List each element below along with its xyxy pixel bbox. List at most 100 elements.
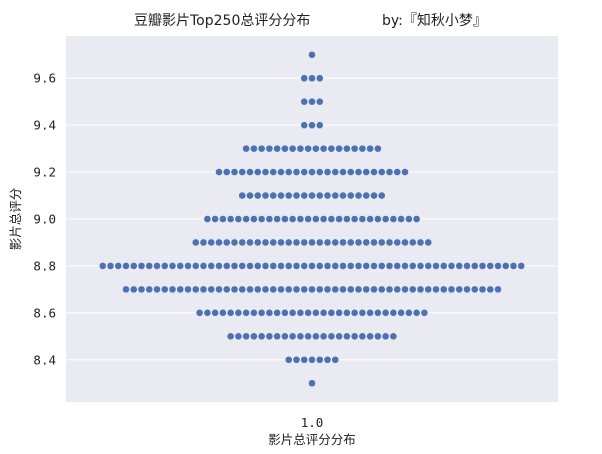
data-point (238, 239, 246, 246)
data-point (258, 309, 265, 317)
data-point (308, 356, 316, 364)
data-point (347, 262, 355, 270)
data-point (432, 286, 440, 293)
x-tick-labels: 1.0 (301, 415, 324, 430)
data-point (339, 286, 347, 293)
data-point (289, 333, 296, 340)
data-point (215, 239, 223, 246)
data-point (320, 145, 327, 152)
data-point (366, 145, 374, 152)
data-point (393, 262, 401, 270)
data-point (339, 192, 347, 199)
data-point (281, 309, 289, 317)
data-point (494, 286, 502, 293)
data-point (138, 286, 145, 293)
data-point (390, 309, 397, 317)
data-point (312, 309, 320, 317)
data-point (308, 168, 316, 176)
data-point (359, 145, 366, 152)
data-point (331, 262, 339, 270)
data-point (145, 286, 153, 293)
data-point (235, 333, 242, 340)
data-point (231, 262, 238, 270)
data-point (250, 145, 258, 152)
data-point (316, 239, 324, 246)
data-point (215, 262, 223, 270)
data-point (382, 333, 389, 340)
data-point (471, 262, 479, 270)
data-point (308, 192, 316, 199)
data-point (122, 286, 130, 293)
data-point (297, 309, 304, 317)
data-point (347, 239, 355, 246)
data-point (266, 145, 273, 152)
data-point (463, 286, 471, 293)
data-point (355, 192, 362, 199)
data-point (293, 286, 300, 293)
chart-title: 豆瓣影片Top250总评分分布 (134, 13, 310, 29)
data-point (300, 168, 308, 176)
data-point (262, 239, 269, 246)
data-point (401, 262, 409, 270)
data-point (250, 309, 258, 317)
data-point (455, 286, 463, 293)
data-point (308, 121, 316, 129)
data-point (355, 239, 362, 246)
data-point (246, 168, 254, 176)
data-point (300, 98, 308, 105)
data-point (145, 262, 153, 270)
data-point (324, 192, 331, 199)
data-point (153, 286, 161, 293)
data-point (300, 286, 308, 293)
data-point (266, 215, 273, 223)
data-point (312, 215, 320, 223)
data-point (370, 262, 378, 270)
data-point (335, 145, 343, 152)
data-point (413, 309, 420, 317)
data-point (366, 215, 374, 223)
data-point (316, 121, 324, 129)
data-point (386, 262, 393, 270)
data-point (246, 192, 254, 199)
data-point (393, 286, 401, 293)
data-point (169, 286, 176, 293)
data-point (351, 215, 358, 223)
data-point (362, 286, 370, 293)
data-point (316, 74, 324, 82)
data-point (308, 379, 316, 387)
data-point (308, 51, 316, 59)
data-point (382, 309, 389, 317)
data-point (262, 168, 269, 176)
data-point (359, 215, 366, 223)
data-point (343, 215, 351, 223)
data-point (351, 333, 358, 340)
data-point (517, 262, 525, 270)
data-point (316, 356, 324, 364)
data-point (335, 215, 343, 223)
data-point (378, 192, 386, 199)
data-point (219, 215, 227, 223)
data-point (320, 333, 327, 340)
data-point (250, 215, 258, 223)
data-point (300, 121, 308, 129)
y-tick-label: 8.8 (33, 258, 56, 273)
data-point (440, 286, 448, 293)
data-point (176, 286, 184, 293)
data-point (122, 262, 130, 270)
data-point (304, 145, 312, 152)
data-point (200, 239, 207, 246)
data-point (331, 356, 339, 364)
data-point (463, 262, 471, 270)
data-point (293, 168, 300, 176)
data-point (324, 356, 331, 364)
data-point (401, 168, 409, 176)
data-point (207, 286, 215, 293)
data-point (355, 168, 362, 176)
data-point (362, 239, 370, 246)
data-point (297, 333, 304, 340)
data-point (219, 309, 227, 317)
data-point (479, 262, 486, 270)
data-point (421, 309, 428, 317)
data-point (370, 239, 378, 246)
data-point (312, 145, 320, 152)
